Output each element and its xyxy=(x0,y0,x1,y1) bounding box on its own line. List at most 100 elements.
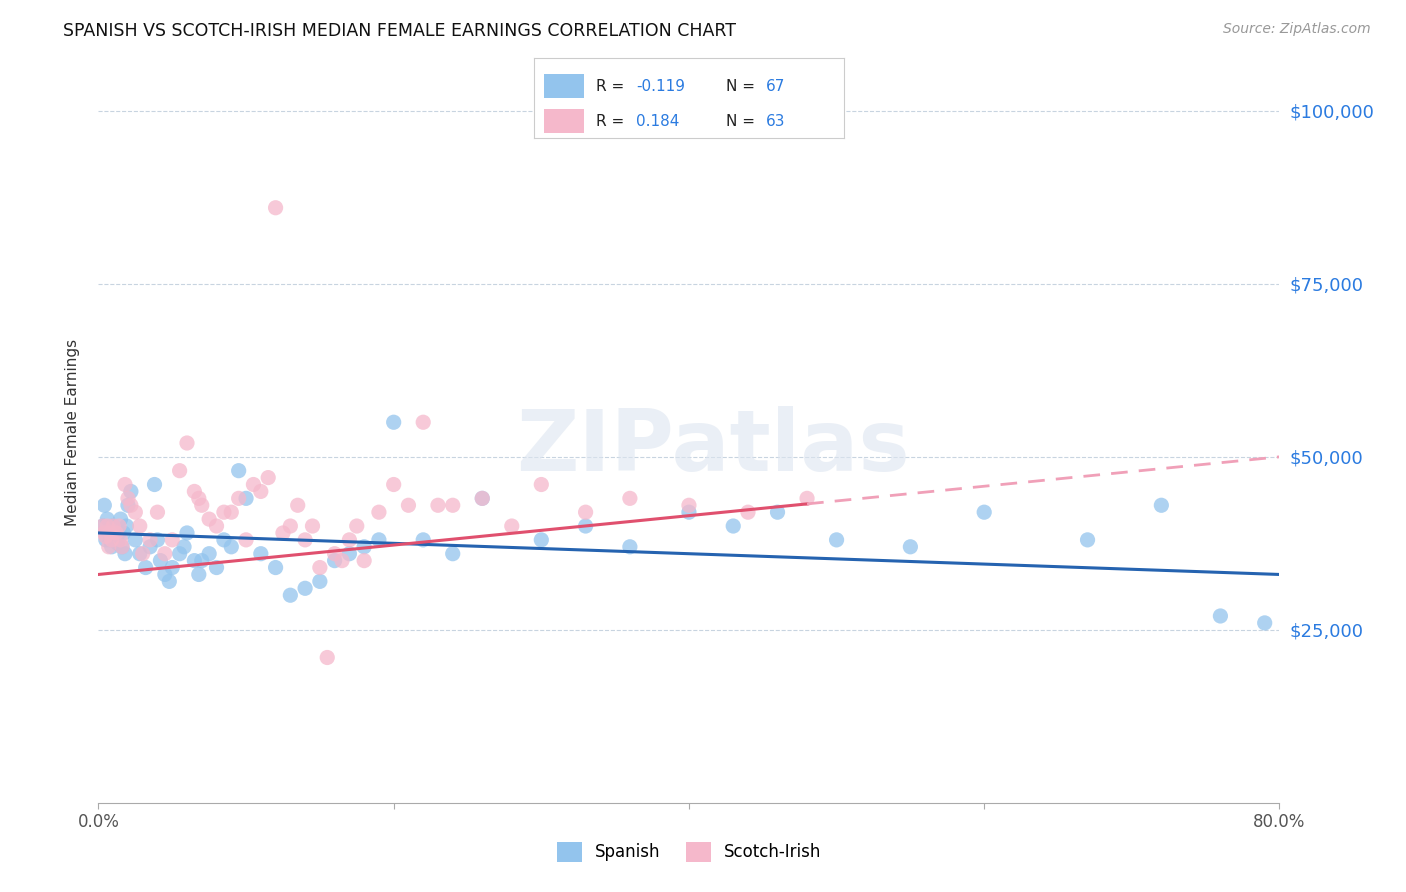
Point xyxy=(228,491,250,506)
Point xyxy=(108,519,131,533)
Point xyxy=(280,588,302,602)
Point xyxy=(368,505,391,519)
Point xyxy=(139,533,162,547)
Point xyxy=(93,498,115,512)
Point xyxy=(198,512,221,526)
Point xyxy=(169,547,191,561)
Point xyxy=(235,533,257,547)
Point xyxy=(228,464,250,478)
Point xyxy=(117,491,139,506)
Point xyxy=(678,498,700,512)
Point xyxy=(825,533,848,547)
Point xyxy=(183,554,205,568)
Point xyxy=(398,498,420,512)
Point xyxy=(339,533,361,547)
Point xyxy=(271,525,294,540)
Point xyxy=(330,554,353,568)
Point xyxy=(107,536,129,550)
Point xyxy=(766,505,789,519)
Bar xyxy=(544,74,583,98)
Point xyxy=(157,574,180,589)
Point xyxy=(153,547,176,561)
Point xyxy=(110,533,132,547)
Point xyxy=(149,554,172,568)
Point xyxy=(169,464,191,478)
Point xyxy=(242,477,264,491)
Point xyxy=(212,505,235,519)
Text: SPANISH VS SCOTCH-IRISH MEDIAN FEMALE EARNINGS CORRELATION CHART: SPANISH VS SCOTCH-IRISH MEDIAN FEMALE EA… xyxy=(63,22,737,40)
Point xyxy=(412,533,434,547)
Point xyxy=(94,533,117,547)
Point xyxy=(471,491,494,506)
Point xyxy=(619,540,641,554)
Point xyxy=(1150,498,1173,512)
Point xyxy=(353,554,375,568)
Point xyxy=(353,540,375,554)
Point xyxy=(146,505,169,519)
Point xyxy=(316,650,339,665)
Point xyxy=(94,529,117,543)
Point xyxy=(187,567,209,582)
Point xyxy=(98,525,121,540)
Point xyxy=(264,560,287,574)
Point xyxy=(427,498,450,512)
Point xyxy=(91,519,114,533)
Point xyxy=(280,519,302,533)
Text: 0.184: 0.184 xyxy=(637,114,679,129)
Point xyxy=(114,547,136,561)
Point xyxy=(441,547,464,561)
Text: 67: 67 xyxy=(766,78,786,94)
Point xyxy=(183,484,205,499)
Point xyxy=(441,498,464,512)
Bar xyxy=(544,110,583,134)
Text: R =: R = xyxy=(596,114,630,129)
Text: N =: N = xyxy=(725,114,759,129)
Point xyxy=(100,540,122,554)
Point xyxy=(796,491,818,506)
Point xyxy=(198,547,221,561)
Point xyxy=(128,547,150,561)
Point xyxy=(575,519,598,533)
Point xyxy=(120,498,142,512)
Text: -0.119: -0.119 xyxy=(637,78,685,94)
Point xyxy=(205,560,228,574)
Point xyxy=(221,505,243,519)
Point xyxy=(139,540,162,554)
Point xyxy=(530,477,553,491)
Point xyxy=(301,519,323,533)
Point xyxy=(124,533,146,547)
Point xyxy=(723,519,745,533)
Point xyxy=(143,477,166,491)
Point xyxy=(287,498,309,512)
Point xyxy=(412,415,434,429)
Point xyxy=(339,547,361,561)
Point xyxy=(132,547,155,561)
Point xyxy=(294,533,316,547)
Point xyxy=(173,540,195,554)
Text: 63: 63 xyxy=(766,114,786,129)
Legend: Spanish, Scotch-Irish: Spanish, Scotch-Irish xyxy=(550,835,828,869)
Point xyxy=(1209,609,1232,624)
Point xyxy=(346,519,368,533)
Point xyxy=(323,547,346,561)
Point xyxy=(368,533,391,547)
Point xyxy=(501,519,523,533)
Point xyxy=(1077,533,1099,547)
Y-axis label: Median Female Earnings: Median Female Earnings xyxy=(65,339,80,526)
Point xyxy=(309,560,332,574)
Point xyxy=(221,540,243,554)
Point xyxy=(471,491,494,506)
Point xyxy=(153,567,176,582)
Point xyxy=(257,470,280,484)
Point xyxy=(146,533,169,547)
Point xyxy=(382,477,405,491)
Point xyxy=(162,533,183,547)
Point xyxy=(264,201,287,215)
Point xyxy=(98,533,121,547)
Point xyxy=(112,525,135,540)
Point xyxy=(205,519,228,533)
Point xyxy=(235,491,257,506)
Point xyxy=(191,554,214,568)
Point xyxy=(191,498,214,512)
Point xyxy=(111,540,134,554)
